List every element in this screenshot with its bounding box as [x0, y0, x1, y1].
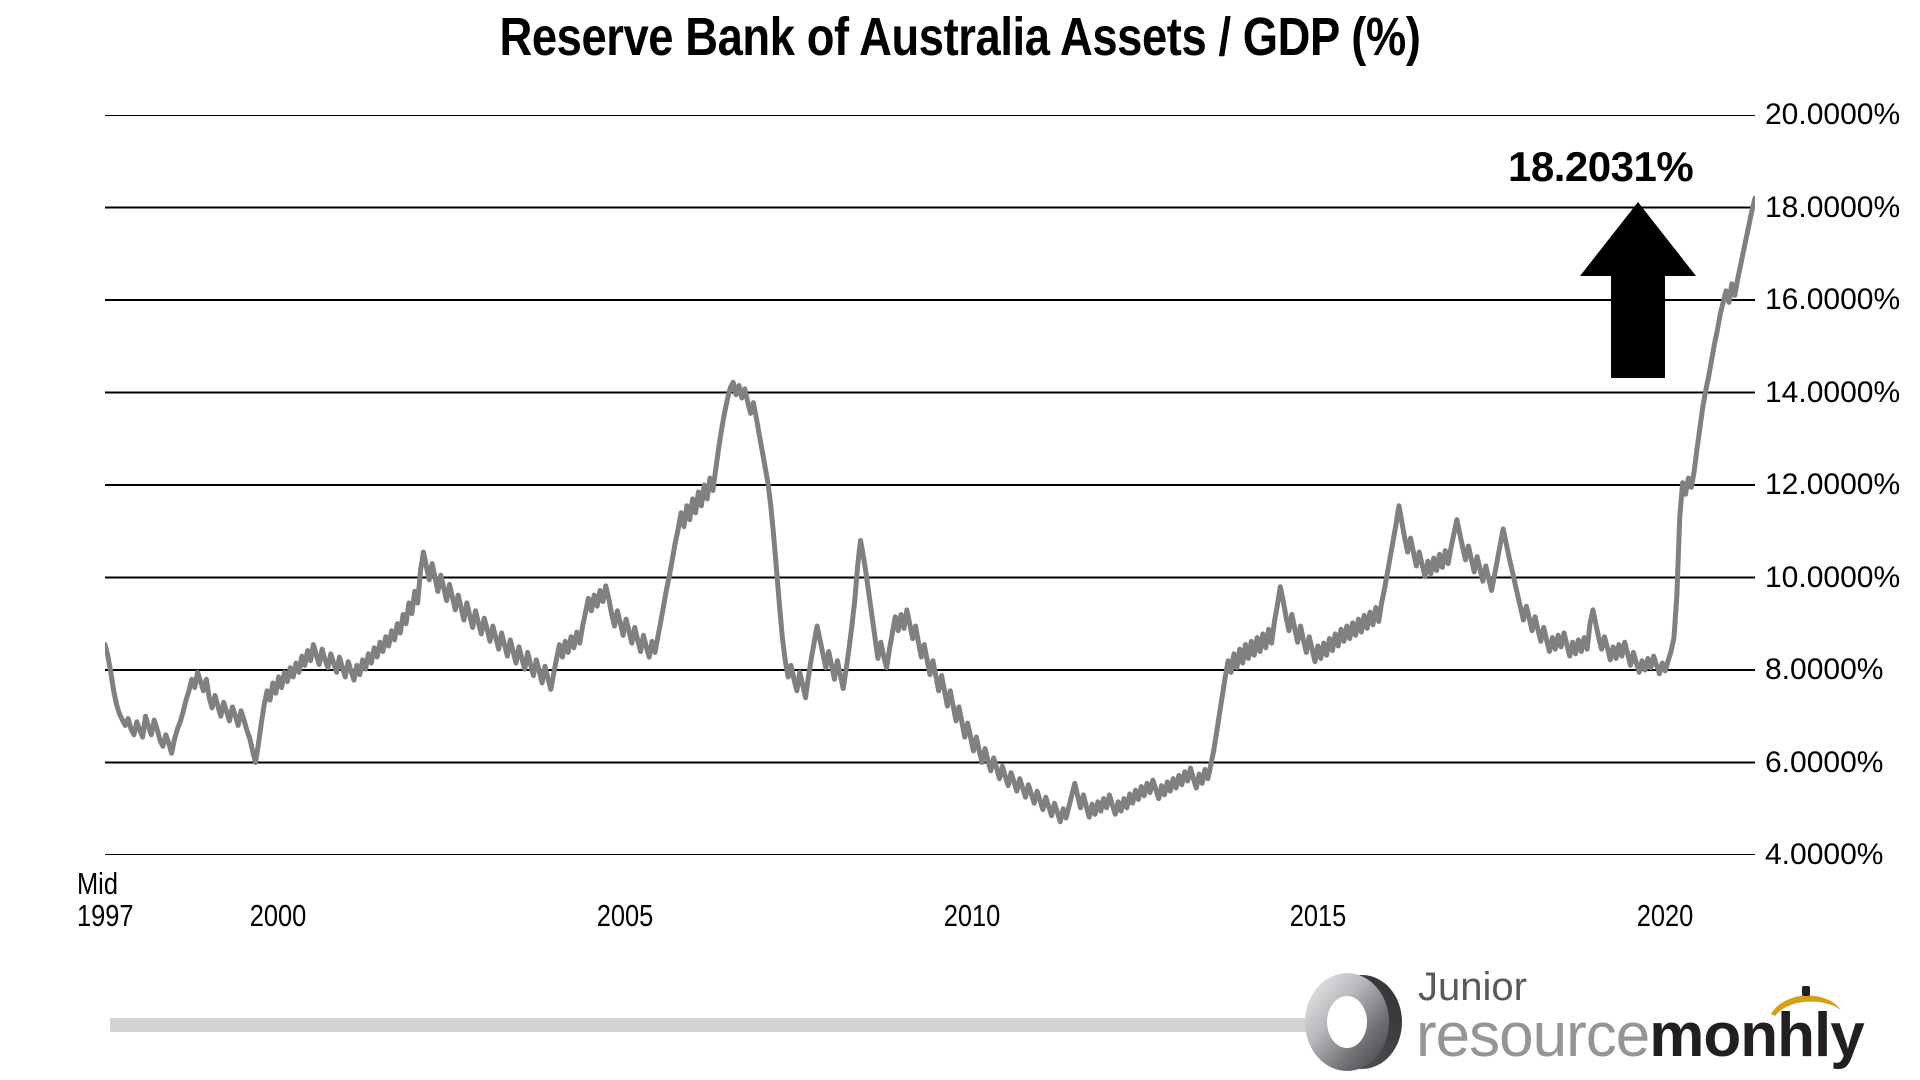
- brand-mon-text: mon: [1649, 1001, 1778, 1070]
- y-axis-tick-label: 12.0000%: [1765, 468, 1901, 501]
- footer-divider-bar: [110, 1018, 1310, 1032]
- x-axis-tick-label: Mid 1997: [77, 866, 134, 934]
- brand-wordmark: Junior resourcemon hly: [1416, 965, 1918, 1080]
- x-axis-tick-label: 2015: [1289, 898, 1347, 933]
- ring-logo-icon: [1305, 973, 1402, 1071]
- y-axis-tick-label: 8.0000%: [1765, 653, 1884, 686]
- gridlines: [105, 115, 1755, 855]
- brand-logo: Junior resourcemon hly: [1300, 965, 1920, 1080]
- x-axis-tick-label-line2: 1997: [77, 898, 134, 934]
- y-axis-tick-label: 20.0000%: [1765, 98, 1901, 131]
- x-axis-tick-label-line1: Mid: [77, 866, 118, 901]
- y-axis-labels: 20.0000% 18.0000% 16.0000% 14.0000% 12.0000%…: [1765, 100, 1920, 870]
- up-arrow-icon: [1580, 202, 1696, 378]
- pickaxe-icon: [1771, 986, 1842, 1016]
- callout-value-label: 18.2031%: [1508, 143, 1694, 190]
- y-axis-tick-label: 18.0000%: [1765, 190, 1901, 224]
- x-axis-tick-label: 2005: [596, 898, 654, 933]
- x-axis-tick-label: 2010: [943, 898, 1000, 933]
- plot-area: [105, 115, 1755, 855]
- x-axis-tick-label: 2000: [250, 898, 307, 933]
- y-axis-tick-label: 14.0000%: [1765, 375, 1901, 409]
- chart-canvas: [105, 115, 1755, 855]
- brand-junior-text: Junior: [1418, 965, 1527, 1009]
- y-axis-tick-label: 10.0000%: [1765, 560, 1901, 594]
- x-axis-tick-label: 2020: [1636, 898, 1694, 933]
- y-axis-tick-label: 16.0000%: [1765, 283, 1901, 316]
- brand-hly-text: hly: [1777, 1001, 1865, 1070]
- x-axis-labels: Mid 1997 2000 2005 2010 2015 2020: [0, 866, 1920, 948]
- series-line: [105, 195, 1755, 825]
- page-title: Reserve Bank of Australia Assets / GDP (…: [499, 7, 1421, 67]
- y-axis-tick-label: 6.0000%: [1765, 745, 1884, 779]
- y-axis-tick-label: 4.0000%: [1765, 838, 1884, 871]
- brand-resource-text: resource: [1416, 1001, 1650, 1070]
- brand-resourcemonthly-text: resourcemon hly: [1416, 986, 1865, 1067]
